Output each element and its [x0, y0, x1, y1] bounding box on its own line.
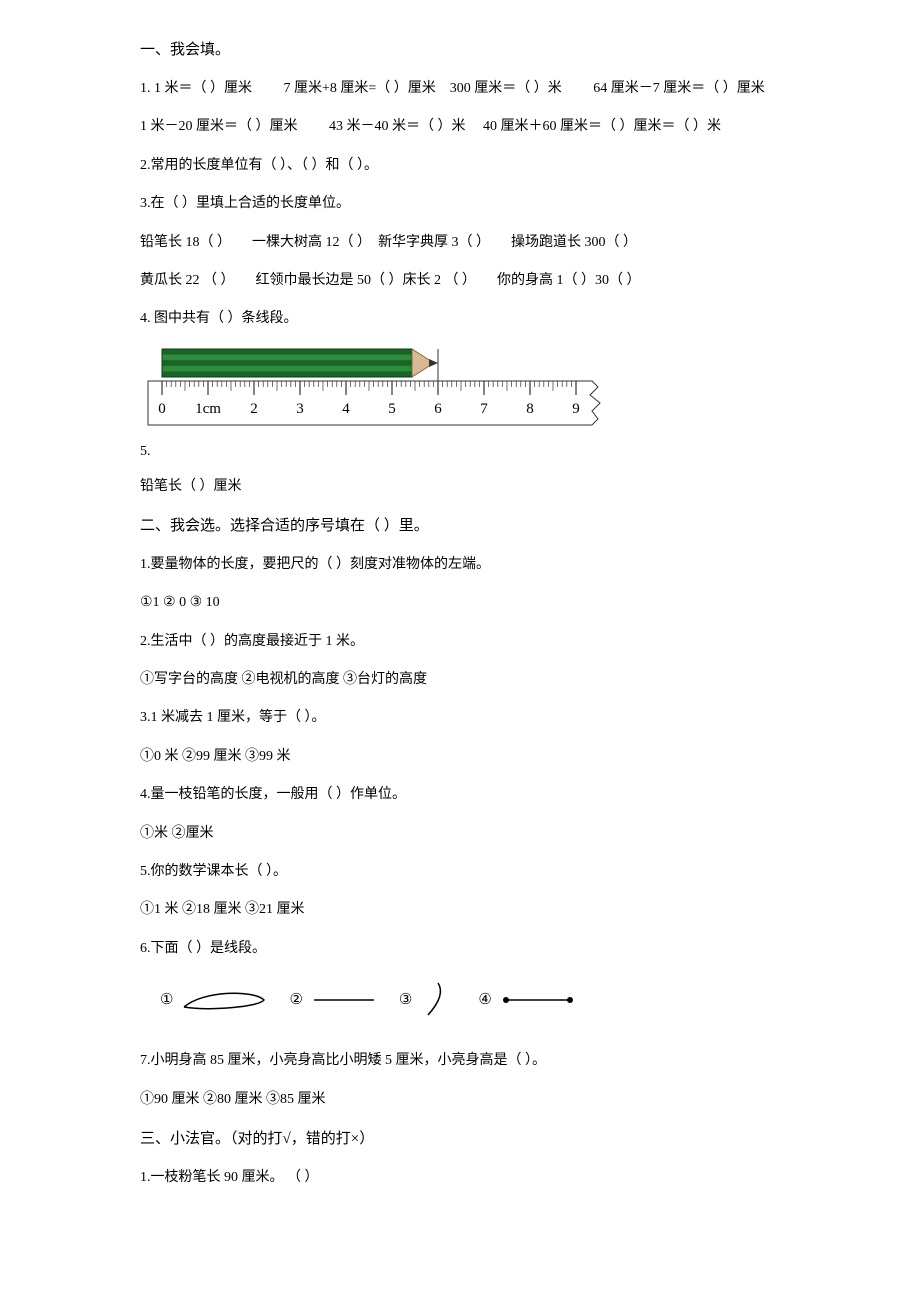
opt1-wrap: ①: [160, 985, 269, 1015]
line-segment-options: ① ② ③ ④: [160, 980, 780, 1020]
s2q2-opts: ①写字台的高度 ②电视机的高度 ③台灯的高度: [140, 669, 780, 691]
svg-text:4: 4: [342, 401, 350, 417]
s2q1-opts: ①1 ② 0 ③ 10: [140, 592, 780, 614]
s2q4: 4.量一枝铅笔的长度，一般用（ ）作单位。: [140, 784, 780, 806]
q1-line1: 1. 1 米＝（ ）厘米 7 厘米+8 厘米=（ ）厘米 300 厘米＝（ ）米…: [140, 78, 780, 100]
q1-line2: 1 米－20 厘米＝（ ）厘米 43 米－40 米＝（ ）米 40 厘米＋60 …: [140, 116, 780, 138]
s2q4-opts: ①米 ②厘米: [140, 823, 780, 845]
opt2-num: ②: [289, 988, 302, 1012]
opt3-wrap: ③: [399, 980, 458, 1020]
q5: 5.: [140, 441, 780, 463]
section-2-title: 二、我会选。选择合适的序号填在（ ）里。: [140, 514, 780, 538]
s2q7: 7.小明身高 85 厘米，小亮身高比小明矮 5 厘米，小亮身高是（ ）。: [140, 1050, 780, 1072]
q5-sub: 铅笔长（ ）厘米: [140, 476, 780, 498]
s2q3-opts: ①0 米 ②99 厘米 ③99 米: [140, 746, 780, 768]
s2q5: 5.你的数学课本长（ ）。: [140, 861, 780, 883]
svg-text:9: 9: [572, 401, 580, 417]
q2: 2.常用的长度单位有（ ）、（ ）和（ ）。: [140, 155, 780, 177]
section-3-title: 三、小法官。（对的打√，错的打×）: [140, 1127, 780, 1151]
opt1-shape-icon: [179, 985, 269, 1015]
svg-text:5: 5: [388, 401, 396, 417]
q4: 4. 图中共有（ ）条线段。: [140, 308, 780, 330]
svg-text:2: 2: [250, 401, 258, 417]
s2q5-opts: ①1 米 ②18 厘米 ③21 厘米: [140, 899, 780, 921]
s2q6: 6.下面（ ）是线段。: [140, 938, 780, 960]
section-1-title: 一、我会填。: [140, 38, 780, 62]
s2q3: 3.1 米减去 1 厘米，等于（ ）。: [140, 707, 780, 729]
opt4-num: ④: [478, 988, 491, 1012]
q3: 3.在（ ）里填上合适的长度单位。: [140, 193, 780, 215]
opt3-num: ③: [399, 988, 412, 1012]
opt2-shape-icon: [309, 985, 379, 1015]
s2q7-opts: ①90 厘米 ②80 厘米 ③85 厘米: [140, 1089, 780, 1111]
opt1-num: ①: [160, 988, 173, 1012]
opt4-shape-icon: [498, 985, 578, 1015]
svg-text:8: 8: [526, 401, 534, 417]
s2q2: 2.生活中（ ）的高度最接近于 1 米。: [140, 631, 780, 653]
s2q1: 1.要量物体的长度，要把尺的（ ）刻度对准物体的左端。: [140, 554, 780, 576]
svg-text:0: 0: [158, 401, 166, 417]
svg-text:7: 7: [480, 401, 488, 417]
q3-line1: 铅笔长 18（ ） 一棵大树高 12（ ） 新华字典厚 3（ ） 操场跑道长 3…: [140, 232, 780, 254]
svg-text:6: 6: [434, 401, 442, 417]
s3q1: 1.一枝粉笔长 90 厘米。 （ ）: [140, 1167, 780, 1189]
opt3-shape-icon: [418, 980, 458, 1020]
opt2-wrap: ②: [289, 985, 378, 1015]
svg-text:3: 3: [296, 401, 304, 417]
svg-text:1cm: 1cm: [195, 401, 221, 417]
opt4-wrap: ④: [478, 985, 577, 1015]
ruler-diagram: 0 1cm 2 3 4 5 6 7 8 9: [140, 347, 780, 437]
q3-line2: 黄瓜长 22 （ ） 红领巾最长边是 50（ ）床长 2 （ ） 你的身高 1（…: [140, 270, 780, 292]
